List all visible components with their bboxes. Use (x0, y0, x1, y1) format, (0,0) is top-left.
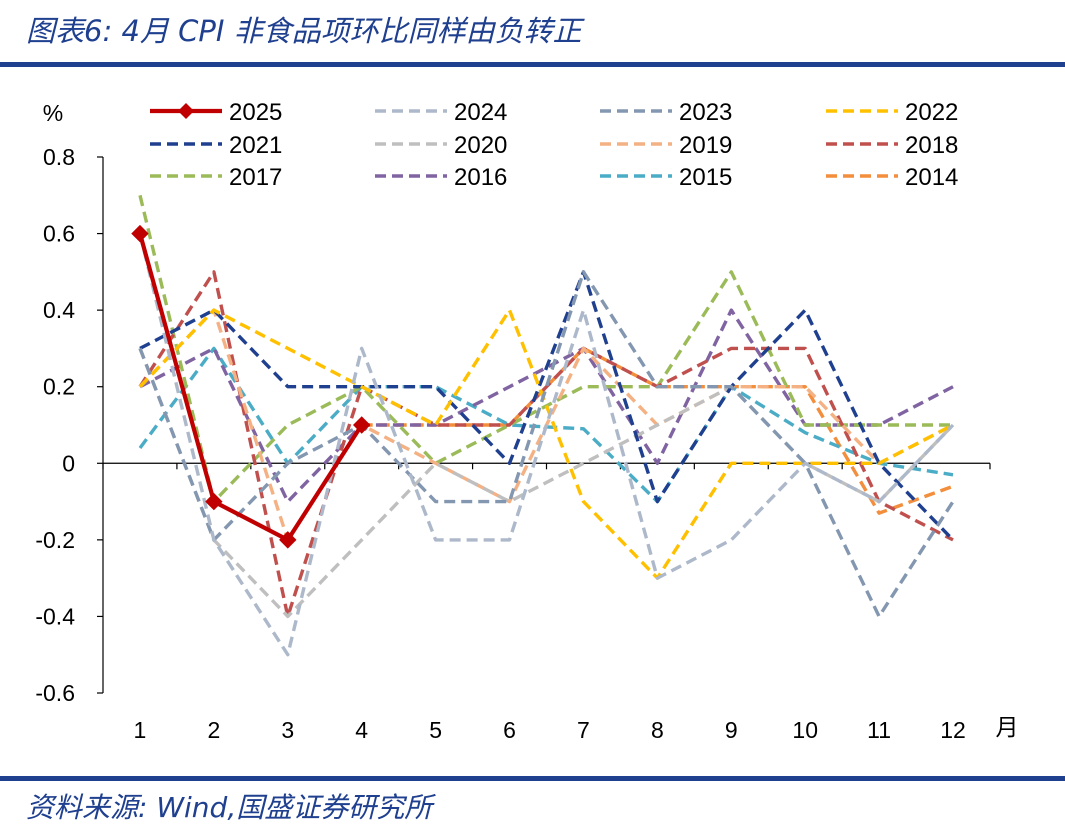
legend-label: 2015 (679, 164, 732, 191)
legend-label: 2019 (679, 132, 732, 159)
x-tick-label: 10 (792, 717, 818, 743)
x-tick-label: 5 (429, 717, 442, 743)
legend-label: 2018 (905, 132, 958, 159)
legend-item-2020: 2020 (375, 132, 507, 159)
legend-item-2025: 2025 (150, 99, 282, 126)
legend-item-2014: 2014 (826, 164, 958, 191)
legend-item-2022: 2022 (826, 99, 958, 126)
y-tick-label: -0.4 (35, 603, 75, 629)
legend-item-2017: 2017 (150, 164, 282, 191)
series-2021 (139, 270, 955, 542)
chart-title: 图表6: 4月 CPI 非食品项环比同样由负转正 (26, 14, 582, 48)
x-tick-label: 1 (134, 717, 147, 743)
y-tick-label: 0.4 (43, 297, 75, 323)
legend-label: 2014 (905, 164, 958, 191)
y-tick-label: 0.6 (43, 221, 75, 247)
legend-label: 2020 (454, 132, 507, 159)
legend-item-2021: 2021 (150, 132, 282, 159)
y-axis-unit: % (43, 100, 63, 126)
series-line-2023 (138, 270, 955, 619)
x-tick-label: 4 (355, 717, 368, 743)
series-2023 (138, 270, 955, 619)
x-tick-label: 6 (503, 717, 516, 743)
legend-item-2018: 2018 (826, 132, 958, 159)
legend-label: 2022 (905, 99, 958, 126)
series-2022 (138, 308, 954, 580)
series-line-2018 (138, 270, 954, 619)
header-rule (0, 62, 1065, 67)
footer-rule (0, 776, 1065, 781)
data-point-2025 (131, 224, 149, 243)
legend-item-2019: 2019 (600, 132, 732, 159)
series-line-2022 (138, 308, 954, 580)
legend-item-2016: 2016 (375, 164, 507, 191)
y-tick-label: -0.6 (35, 680, 75, 706)
y-tick-label: -0.2 (35, 527, 75, 553)
legend-label: 2021 (229, 132, 282, 159)
series-2025 (131, 224, 371, 549)
legend-item-2015: 2015 (600, 164, 732, 191)
x-tick-label: 11 (867, 717, 891, 743)
legend-item-2024: 2024 (375, 99, 507, 126)
chart-legend: 2025 2024 2023 2022 2021 2020 2019 2018 2017 2016… (150, 99, 958, 191)
series-2014 (361, 346, 954, 515)
x-tick-label: 7 (577, 717, 590, 743)
legend-label: 2025 (229, 99, 282, 126)
x-axis-unit: 月 (996, 714, 1019, 740)
series-2018 (138, 270, 954, 619)
legend-label: 2024 (454, 99, 507, 126)
legend-label: 2017 (229, 164, 282, 191)
y-tick-label: 0.2 (43, 374, 75, 400)
x-tick-label: 2 (207, 717, 220, 743)
source-note: 资料来源: Wind,国盛证券研究所 (26, 791, 433, 824)
data-point-2025 (353, 416, 371, 434)
chart-axes: 0.80.60.40.20-0.2-0.4-0.6%1 2 3 4 5 6 7 8 9 10 11 1… (35, 100, 1018, 743)
series-line-2014 (361, 346, 954, 515)
data-point-2025 (205, 492, 223, 511)
chart-series (131, 194, 955, 657)
x-tick-label: 3 (281, 717, 294, 743)
data-point-2025 (279, 531, 297, 549)
legend-item-2023: 2023 (600, 99, 732, 126)
x-tick-label: 12 (940, 717, 966, 743)
series-line-2024 (138, 233, 955, 657)
y-tick-label: 0.8 (43, 144, 75, 170)
y-tick-label: 0 (62, 450, 75, 476)
legend-label: 2016 (454, 164, 507, 191)
series-2024 (138, 233, 955, 657)
x-tick-label: 9 (725, 717, 738, 743)
legend-label: 2023 (679, 99, 732, 126)
legend-marker (178, 103, 194, 119)
x-tick-label: 8 (651, 717, 664, 743)
series-line-2021 (139, 270, 955, 542)
series-line-2025 (137, 233, 364, 542)
